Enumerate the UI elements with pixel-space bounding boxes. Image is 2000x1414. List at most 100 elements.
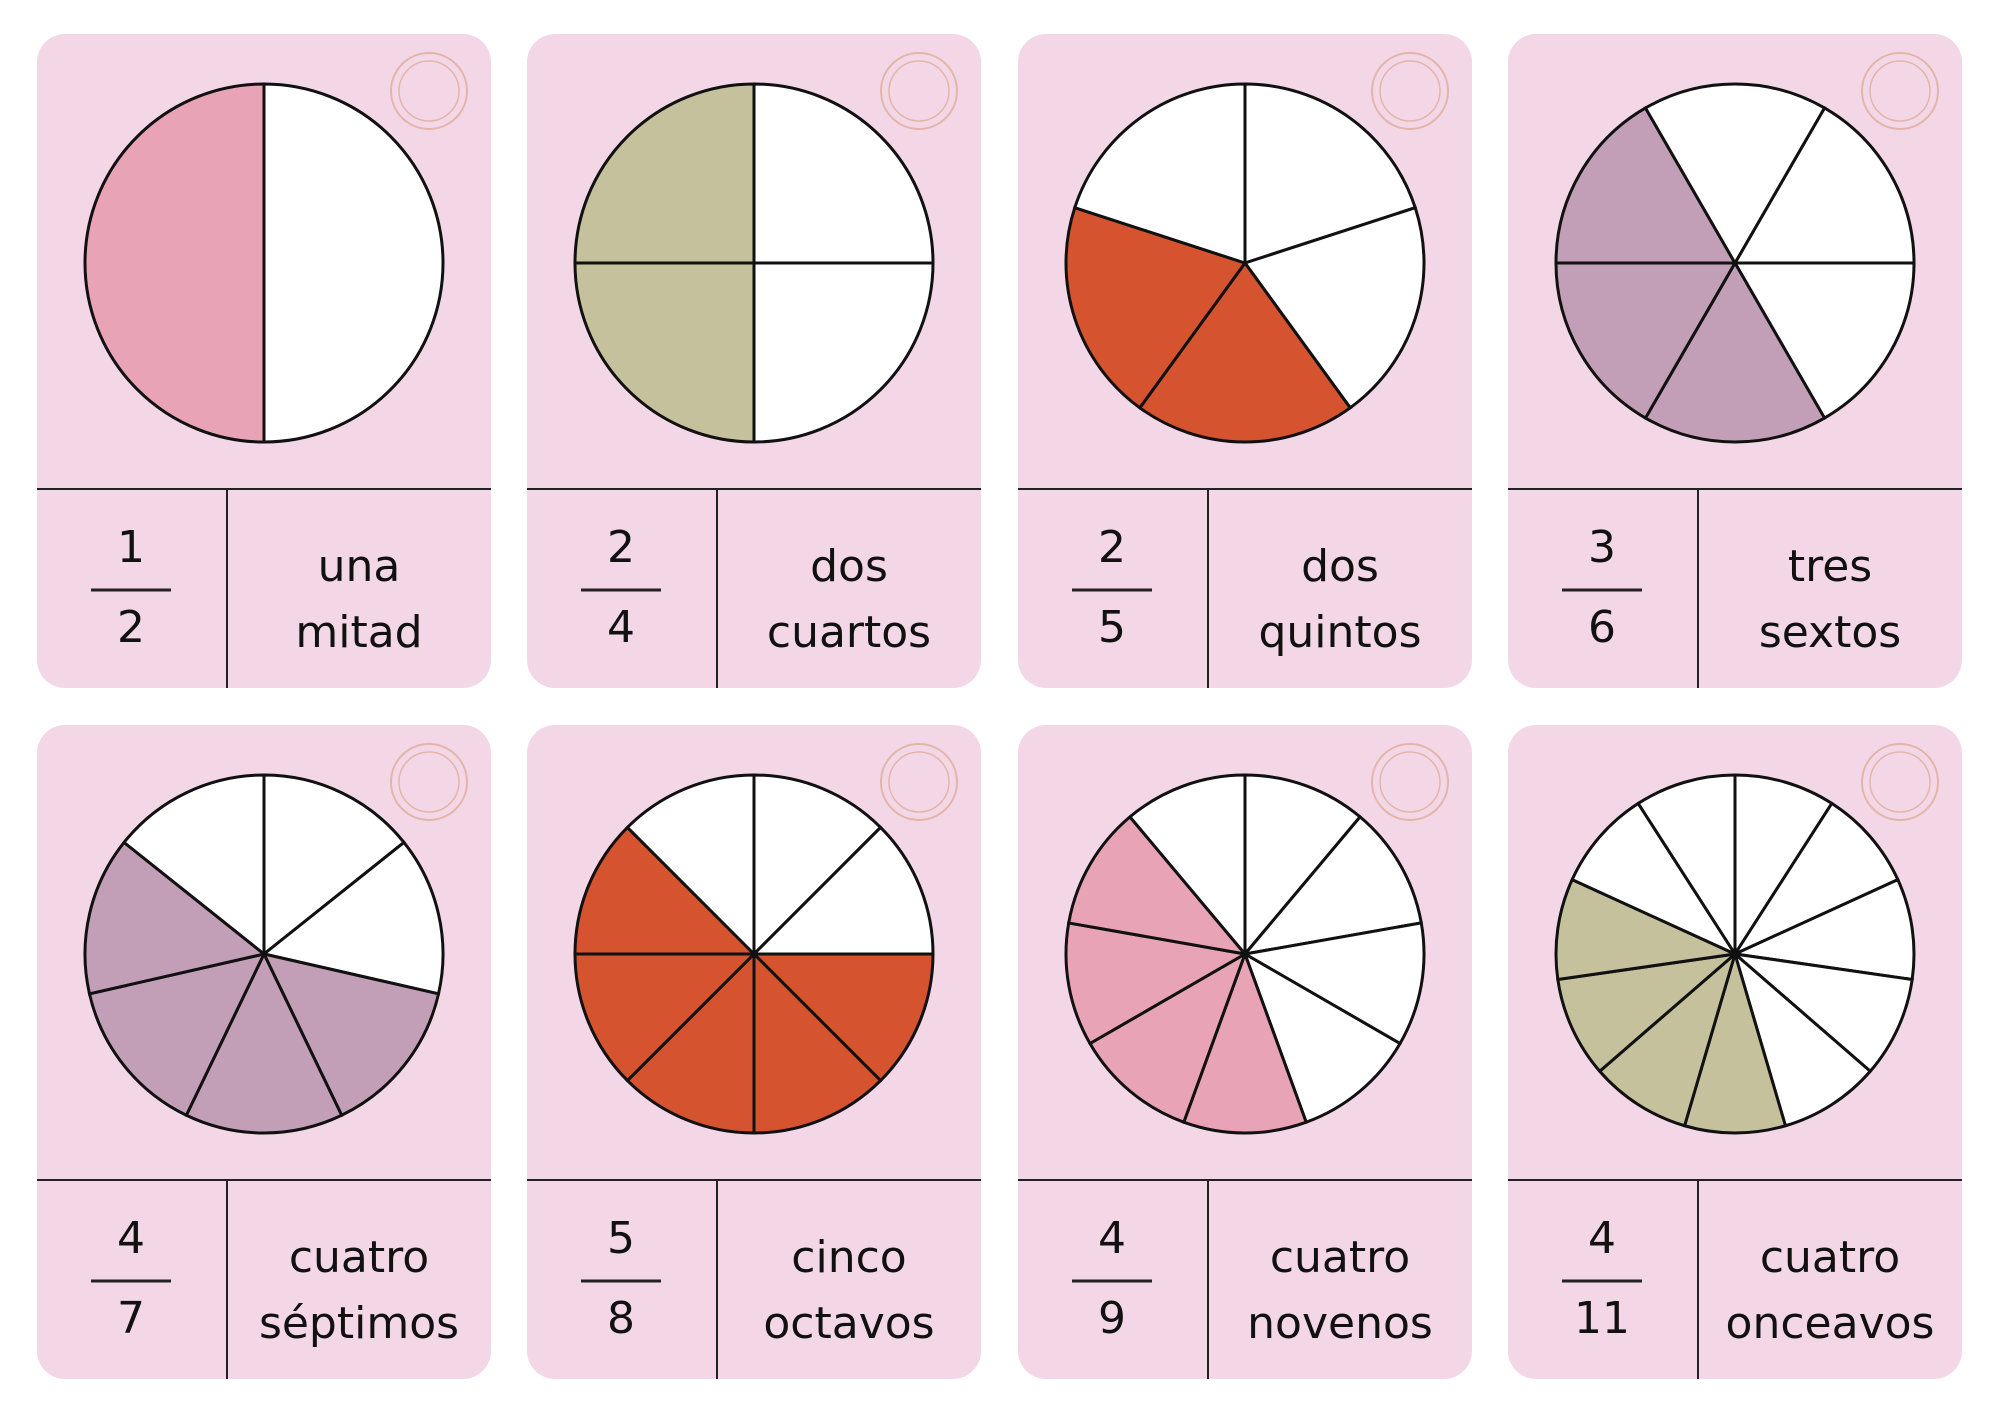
logo [390, 52, 468, 130]
slice [1241, 814, 1424, 957]
slice [752, 773, 883, 958]
slice [262, 82, 445, 444]
slice [1242, 950, 1403, 1125]
card-graphics [1508, 52, 1962, 688]
slice [750, 825, 935, 956]
logo [1861, 52, 1939, 130]
logo [1861, 743, 1939, 821]
shaded-slice [184, 950, 344, 1135]
slice [1733, 773, 1834, 960]
denominator: 6 [1588, 602, 1616, 653]
numerator: 3 [1588, 522, 1616, 573]
logo-inner [398, 60, 460, 122]
logo-inner [1869, 60, 1931, 122]
card: 5 8 cinco octavos [527, 725, 981, 1379]
slice [1570, 801, 1740, 958]
shaded-slice [87, 951, 267, 1118]
numerator: 2 [607, 522, 635, 573]
numerator: 4 [1588, 1213, 1616, 1264]
logo-inner [398, 751, 460, 813]
fraction-words: dos quintos [1208, 534, 1472, 666]
word: tres [1787, 541, 1873, 592]
slice [260, 840, 445, 996]
shaded-slice [1554, 105, 1738, 265]
logo [1371, 743, 1449, 821]
shaded-slice [1137, 260, 1353, 444]
slice [1729, 877, 1916, 982]
shaded-slice [1066, 814, 1249, 957]
slice [1240, 921, 1426, 1046]
fraction-words: cinco octavos [717, 1225, 981, 1357]
word: cuatro [1759, 1232, 1901, 1283]
word: cuatro [1269, 1232, 1411, 1283]
word: séptimos [258, 1298, 460, 1349]
card: 3 6 tres sextos [1508, 34, 1962, 688]
logo [880, 52, 958, 130]
fraction-words: cuatro onceavos [1698, 1225, 1962, 1357]
shaded-slice [1064, 205, 1248, 410]
shaded-slice [573, 952, 758, 1083]
slice [752, 82, 935, 265]
fraction-words: cuatro séptimos [227, 1225, 491, 1357]
fraction-words: dos cuartos [717, 534, 981, 666]
word: cinco [791, 1232, 907, 1283]
shaded-slice [1554, 877, 1741, 982]
logo [390, 743, 468, 821]
denominator: 4 [607, 602, 635, 653]
denominator: 5 [1098, 602, 1126, 653]
word: quintos [1258, 607, 1422, 658]
slice [1072, 82, 1247, 266]
shaded-slice [1597, 949, 1738, 1128]
word: una [317, 541, 401, 592]
word: dos [810, 541, 888, 592]
numerator: 2 [1098, 522, 1126, 573]
shaded-slice [1064, 921, 1250, 1046]
word: cuartos [766, 607, 932, 658]
card-graphics [527, 52, 981, 688]
shaded-slice [1181, 949, 1309, 1135]
logo-inner [888, 751, 950, 813]
word: mitad [295, 607, 423, 658]
word: dos [1301, 541, 1379, 592]
shaded-slice [1643, 259, 1827, 444]
card: 4 7 cuatro séptimos [37, 725, 491, 1379]
slice [752, 261, 935, 444]
shaded-slice [1087, 950, 1248, 1125]
shaded-slice [752, 950, 883, 1135]
logo-inner [1869, 751, 1931, 813]
logo-inner [1379, 751, 1441, 813]
word: novenos [1247, 1298, 1433, 1349]
shaded-slice [83, 82, 266, 444]
card-graphics [37, 743, 491, 1379]
slice [1730, 951, 1914, 1074]
card-graphics [37, 52, 491, 688]
denominator: 7 [117, 1293, 145, 1344]
slice [1242, 205, 1426, 410]
shaded-slice [573, 825, 758, 956]
fraction-words: cuatro novenos [1208, 1225, 1472, 1357]
denominator: 2 [117, 602, 145, 653]
slice [625, 773, 756, 958]
slice [1732, 949, 1873, 1128]
shaded-slice [625, 950, 756, 1135]
numerator: 1 [117, 522, 145, 573]
word: octavos [763, 1298, 935, 1349]
slice [1732, 261, 1916, 421]
logo-inner [1379, 60, 1441, 122]
shaded-slice [573, 261, 756, 444]
word: sextos [1758, 607, 1902, 658]
numerator: 5 [607, 1213, 635, 1264]
slice [1243, 82, 1418, 266]
shaded-slice [1554, 261, 1738, 421]
fraction-words: tres sextos [1698, 534, 1962, 666]
card: 1 2 una mitad [37, 34, 491, 688]
logo [880, 743, 958, 821]
slice [1636, 773, 1737, 960]
card: 2 5 dos quintos [1018, 34, 1472, 688]
card-graphics [1018, 52, 1472, 688]
numerator: 4 [117, 1213, 145, 1264]
shaded-slice [573, 82, 756, 265]
denominator: 11 [1574, 1293, 1630, 1344]
word: cuatro [288, 1232, 430, 1283]
